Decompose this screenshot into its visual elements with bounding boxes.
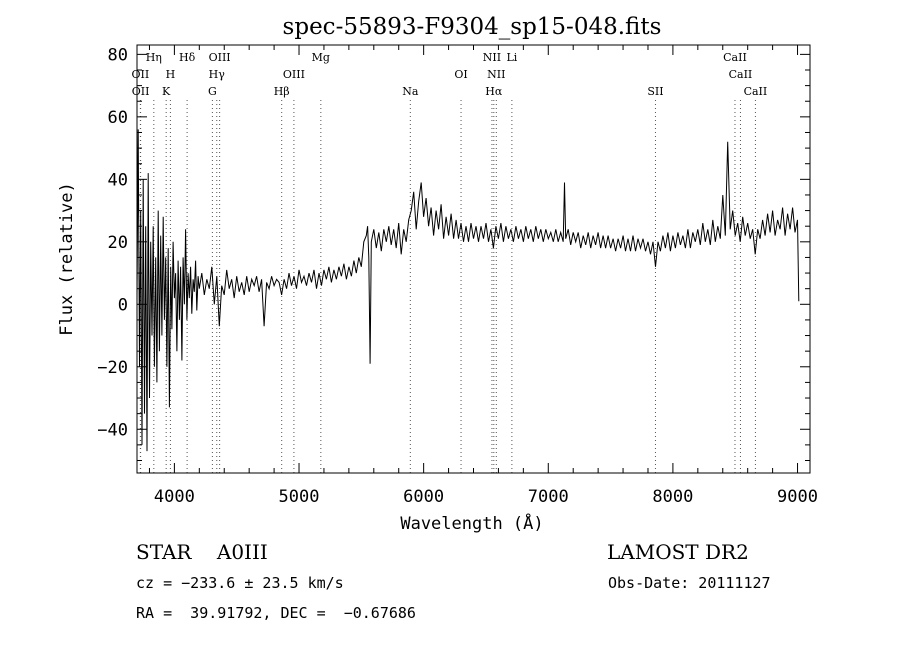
line-label-15: NII [487,68,505,81]
line-label-10: Hβ [274,85,290,98]
line-label-20: CaII [729,68,753,81]
line-label-21: CaII [744,85,768,98]
line-label-1: OII [132,85,150,98]
plot-frame [136,44,811,474]
line-label-14: NII [483,51,501,64]
x-axis: 4000 5000 6000 7000 8000 9000 [148,45,818,507]
x-tick-label-4000: 4000 [154,487,195,507]
y-tick-label--40: −40 [97,420,128,440]
line-label-0: OII [132,68,150,81]
survey-name: LAMOST DR2 [607,540,749,564]
line-label-8: G [208,85,217,98]
x-tick-label-6000: 6000 [403,487,444,507]
y-tick-label-20: 20 [108,233,128,253]
line-label-12: Na [402,85,419,98]
y-tick-label-80: 80 [108,45,128,65]
y-tick-label-40: 40 [108,170,128,190]
spectral-line-markers: OII OII Hη HK Hδ OIII Hγ G OIII Hβ Mg Na OI NII NII Hα L… [132,51,768,473]
x-tick-label-8000: 8000 [652,487,693,507]
x-tick-label-5000: 5000 [279,487,320,507]
y-tick-label-0: 0 [118,295,128,315]
line-label-19: CaII [723,51,747,64]
line-label-13: OI [454,68,467,81]
line-label-18: SII [647,85,663,98]
x-tick-label-7000: 7000 [528,487,569,507]
line-label-6: OIII [209,51,231,64]
line-label-2: Hη [146,51,162,64]
y-tick-label--20: −20 [97,358,128,378]
x-axis-label: Wavelength (Å) [400,512,543,534]
line-label-9: OIII [283,68,305,81]
object-type: STAR A0III [136,540,268,564]
spectrum-line-group [136,129,800,452]
line-label-11: Mg [312,51,330,64]
chart-title: spec-55893-F9304_sp15-048.fits [283,14,662,40]
y-tick-label-60: 60 [108,108,128,128]
line-label-17: Li [506,51,517,64]
line-label-4: K [162,85,171,98]
line-label-3: H [166,68,176,81]
x-tick-label-9000: 9000 [777,487,818,507]
redshift-cz: cz = −233.6 ± 23.5 km/s [136,574,344,592]
coordinates: RA = 39.91792, DEC = −0.67686 [136,604,416,622]
line-label-7: Hγ [209,68,226,81]
y-axis: −40 −20 0 20 40 60 80 [97,45,810,462]
obs-date: Obs-Date: 20111127 [608,574,771,592]
line-label-16: Hα [485,85,503,98]
y-axis-label: Flux (relative) [57,182,77,336]
spectrum-line [136,129,800,452]
line-label-5: Hδ [179,51,196,64]
